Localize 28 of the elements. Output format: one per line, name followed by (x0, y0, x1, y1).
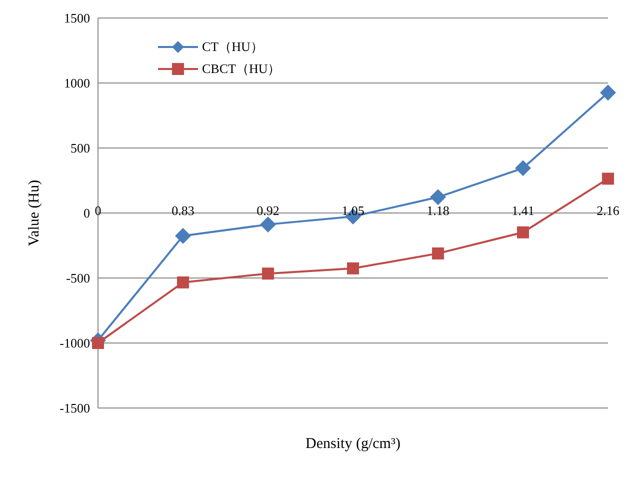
x-tick-label: 1.41 (512, 203, 534, 218)
point (430, 189, 446, 206)
point (432, 247, 444, 260)
point (517, 226, 529, 238)
y-tick-label: 500 (70, 140, 90, 156)
x-tick-label: 0.92 (256, 203, 280, 218)
x-tick-label: 0.83 (172, 203, 194, 218)
legend-label: CBCT（HU） (202, 60, 281, 78)
point (177, 276, 189, 288)
point (602, 172, 614, 185)
point (260, 216, 276, 232)
x-tick-label: 2.16 (596, 203, 620, 218)
point (600, 84, 616, 101)
x-axis-title: Density (g/cm³) (306, 436, 400, 452)
y-tick-label: -1000 (60, 336, 90, 351)
legend-label: CT（HU） (202, 38, 264, 56)
y-tick-label: -1500 (60, 400, 90, 416)
y-tick-label: 1500 (64, 10, 90, 26)
point (175, 228, 191, 244)
point (92, 337, 104, 349)
point (347, 262, 359, 274)
point (262, 268, 274, 280)
y-axis-title: Value (Hu) (26, 180, 42, 246)
y-tick-label: 1000 (64, 76, 90, 91)
x-tick-label: 0 (94, 203, 102, 218)
y-tick-label: -500 (66, 270, 90, 286)
x-tick-label: 1.18 (426, 203, 450, 218)
point (515, 160, 531, 176)
